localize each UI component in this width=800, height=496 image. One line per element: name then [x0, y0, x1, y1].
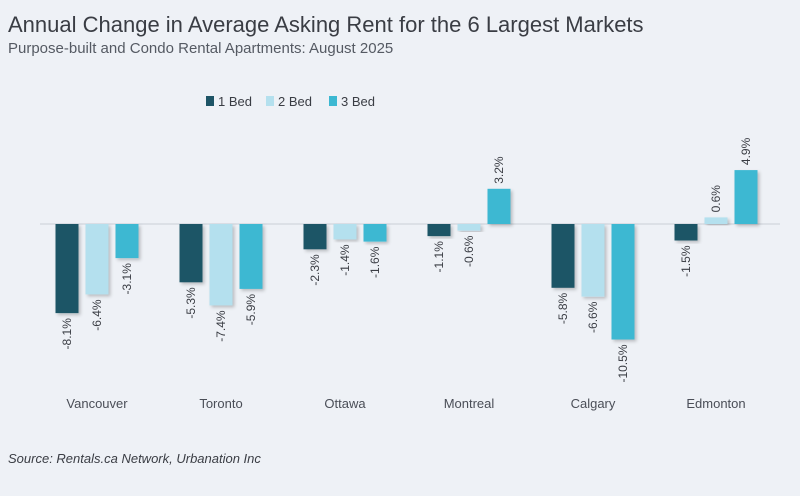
value-label-toronto-2: -7.4% [214, 310, 228, 342]
bar-toronto-2 [209, 224, 233, 306]
value-label-vancouver-2: -6.4% [90, 299, 104, 331]
value-label-vancouver-3: -3.1% [120, 263, 134, 295]
legend-swatch-1 [206, 96, 214, 106]
legend-label-1: 1 Bed [218, 94, 252, 109]
legend-label-3: 3 Bed [341, 94, 375, 109]
legend-swatch-2 [266, 96, 274, 106]
bar-vancouver-2 [85, 224, 109, 295]
legend: 1 Bed 2 Bed 3 Bed [206, 94, 375, 109]
bar-montreal-1 [427, 224, 451, 237]
bar-calgary-1 [551, 224, 575, 288]
category-label-toronto: Toronto [199, 396, 242, 411]
legend-label-2: 2 Bed [278, 94, 312, 109]
value-label-ottawa-2: -1.4% [338, 244, 352, 276]
value-label-calgary-1: -5.8% [556, 292, 570, 324]
category-label-montreal: Montreal [444, 396, 495, 411]
bar-ottawa-2 [333, 224, 357, 240]
category-label-ottawa: Ottawa [324, 396, 366, 411]
value-label-ottawa-3: -1.6% [368, 246, 382, 278]
value-label-edmonton-3: 4.9% [739, 137, 753, 165]
bar-vancouver-3 [115, 224, 139, 259]
value-label-edmonton-1: -1.5% [679, 245, 693, 277]
bar-calgary-3 [611, 224, 635, 340]
bar-montreal-3 [487, 188, 511, 224]
value-label-calgary-2: -6.6% [586, 301, 600, 333]
value-label-toronto-3: -5.9% [244, 294, 258, 326]
category-label-calgary: Calgary [571, 396, 616, 411]
bar-toronto-1 [179, 224, 203, 283]
bar-edmonton-2 [704, 217, 728, 224]
bar-ottawa-1 [303, 224, 327, 250]
bar-ottawa-3 [363, 224, 387, 242]
value-labels-group: -8.1% -6.4% -3.1% -5.3% -7.4% -5.9% -2.3% -1.4%… [60, 137, 753, 382]
bar-montreal-2 [457, 224, 481, 231]
value-label-montreal-2: -0.6% [462, 235, 476, 267]
bar-vancouver-1 [55, 224, 79, 314]
value-label-ottawa-1: -2.3% [308, 254, 322, 286]
bar-edmonton-1 [674, 224, 698, 241]
category-labels-group: Vancouver Toronto Ottawa Montreal Calgary Edm… [66, 396, 745, 411]
value-label-montreal-1: -1.1% [432, 241, 446, 273]
value-label-montreal-3: 3.2% [492, 156, 506, 184]
bar-edmonton-3 [734, 170, 758, 224]
bars-group [55, 170, 758, 340]
bar-toronto-3 [239, 224, 263, 289]
category-label-vancouver: Vancouver [66, 396, 128, 411]
value-label-vancouver-1: -8.1% [60, 318, 74, 350]
source-note: Source: Rentals.ca Network, Urbanation I… [8, 451, 261, 466]
value-label-toronto-1: -5.3% [184, 287, 198, 319]
chart-title: Annual Change in Average Asking Rent for… [8, 12, 644, 37]
bar-calgary-2 [581, 224, 605, 297]
chart-subtitle: Purpose-built and Condo Rental Apartment… [8, 40, 394, 57]
legend-swatch-3 [329, 96, 337, 106]
value-label-edmonton-2: 0.6% [709, 185, 723, 213]
value-label-calgary-3: -10.5% [616, 344, 630, 382]
category-label-edmonton: Edmonton [686, 396, 745, 411]
